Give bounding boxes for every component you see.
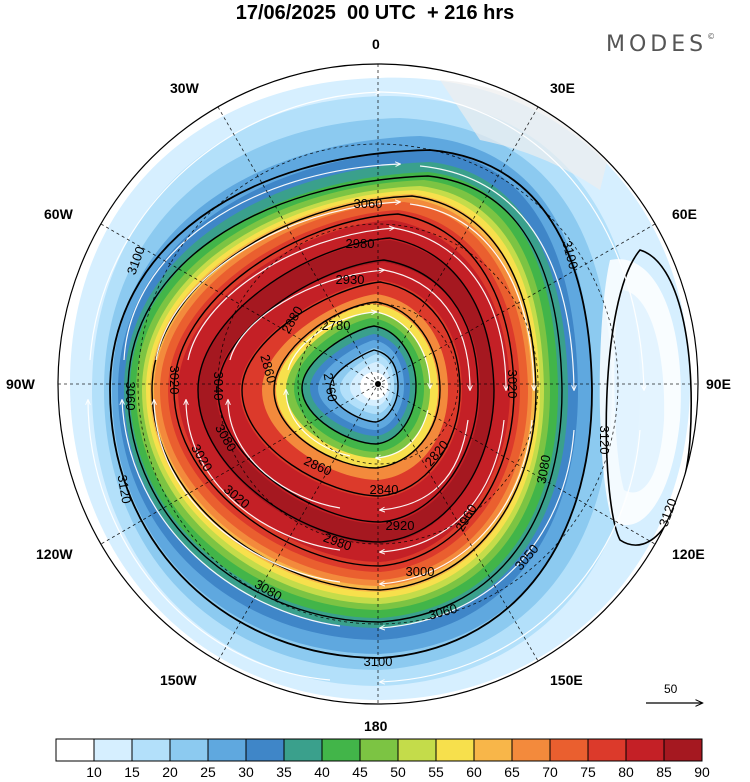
lon-label-90e: 90E	[706, 376, 731, 392]
reference-vector-label: 50	[664, 682, 678, 696]
lon-label-90w: 90W	[6, 376, 35, 392]
colorbar-tick-label: 30	[238, 764, 254, 780]
colorbar-swatch	[511, 738, 551, 762]
lon-label-150w: 150W	[160, 672, 197, 688]
colorbar-tick-label: 35	[276, 764, 292, 780]
lon-label-120w: 120W	[36, 546, 73, 562]
colorbar-tick-label: 10	[86, 764, 102, 780]
colorbar-tick-label: 15	[124, 764, 140, 780]
contour-label: 3020	[167, 366, 182, 395]
contour-label: 2930	[336, 272, 365, 287]
colorbar-tick-label: 65	[504, 764, 520, 780]
colorbar-swatch	[549, 738, 589, 762]
contour-label: 3080	[534, 454, 554, 485]
contour-label: 2760	[321, 372, 341, 403]
colorbar-swatch	[473, 738, 513, 762]
colorbar-tick-label: 20	[162, 764, 178, 780]
colorbar-tick-label: 40	[314, 764, 330, 780]
lon-label-180: 180	[364, 718, 388, 734]
lon-label-60e: 60E	[672, 206, 697, 222]
lon-label-150e: 150E	[550, 672, 583, 688]
contour-label: 3100	[364, 654, 393, 669]
contour-label: 3060	[123, 382, 138, 411]
brand-name: MODES	[606, 32, 708, 57]
colorbar-swatch	[625, 738, 665, 762]
colorbar-swatch	[397, 738, 437, 762]
colorbar-tick-label: 45	[352, 764, 368, 780]
map-boundary	[57, 63, 699, 705]
contour-label: 3120	[115, 474, 135, 505]
colorbar-swatch	[93, 738, 133, 762]
brand-logo: MODES©	[606, 32, 715, 57]
lon-label-120e: 120E	[672, 546, 705, 562]
colorbar	[55, 738, 703, 762]
colorbar-swatch	[207, 738, 247, 762]
contour-label: 2920	[386, 518, 415, 533]
colorbar-swatch	[245, 738, 285, 762]
contour-label: 2980	[346, 236, 375, 251]
contour-label: 3020	[505, 370, 520, 399]
colorbar-tick-label: 70	[542, 764, 558, 780]
colorbar-tick-label: 80	[618, 764, 634, 780]
colorbar-tick-label: 55	[428, 764, 444, 780]
colorbar-swatch	[587, 738, 627, 762]
map-title: 17/06/2025 00 UTC + 216 hrs	[235, 2, 515, 24]
contour-label: 3060	[427, 601, 459, 623]
lon-label-0: 0	[372, 36, 380, 52]
colorbar-tick-label: 60	[466, 764, 482, 780]
wind-speed-shading	[58, 64, 698, 704]
colorbar-swatch	[663, 738, 703, 762]
south-pole-marker	[375, 381, 381, 387]
lon-label-60w: 60W	[44, 206, 73, 222]
colorbar-swatch	[435, 738, 475, 762]
lon-label-30w: 30W	[170, 80, 199, 96]
contour-label: 3000	[406, 564, 435, 579]
wind-streamlines	[88, 92, 644, 682]
lon-label-30e: 30E	[550, 80, 575, 96]
contour-label: 3060	[354, 196, 383, 211]
colorbar-swatch	[131, 738, 171, 762]
colorbar-swatch	[169, 738, 209, 762]
contour-label: 2780	[322, 318, 351, 333]
colorbar-tick-label: 85	[656, 764, 672, 780]
reference-vector-arrow	[646, 696, 708, 710]
colorbar-tick-label: 90	[694, 764, 710, 780]
contour-label: 3100	[559, 239, 581, 271]
contour-label: 3120	[597, 426, 612, 455]
contour-label: 2860	[257, 353, 279, 385]
colorbar-swatch	[55, 738, 95, 762]
colorbar-swatch	[359, 738, 399, 762]
contour-label: 3040	[211, 372, 226, 401]
colorbar-swatch	[283, 738, 323, 762]
contour-label: 2840	[370, 482, 399, 497]
colorbar-tick-label: 25	[200, 764, 216, 780]
colorbar-tick-label: 75	[580, 764, 596, 780]
height-contours	[109, 149, 693, 659]
brand-mark: ©	[707, 32, 716, 41]
colorbar-swatch	[321, 738, 361, 762]
colorbar-tick-label: 50	[390, 764, 406, 780]
